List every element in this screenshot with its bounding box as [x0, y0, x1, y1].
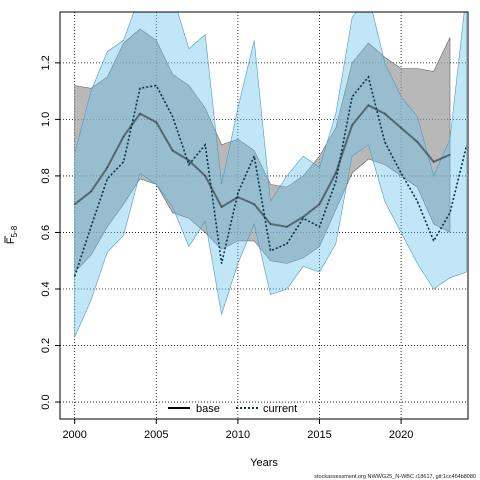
current-data-point	[90, 226, 92, 228]
base-data-point	[351, 124, 353, 126]
base-data-point	[237, 196, 239, 198]
current-data-point	[269, 250, 272, 252]
x-axis: 2000 2005 2010 2015 2020	[62, 419, 413, 441]
x-tick-label: 2015	[307, 429, 331, 441]
base-data-point	[384, 113, 386, 115]
current-data-point	[220, 262, 223, 265]
base-data-point	[269, 223, 272, 225]
base-data-point	[106, 166, 108, 169]
current-data-point	[204, 144, 206, 146]
base-data-point	[74, 203, 76, 205]
base-data-point	[433, 161, 435, 163]
base-data-point	[123, 135, 125, 137]
x-tick-label: 2000	[62, 429, 86, 441]
y-tick-label: 1.2	[40, 55, 52, 70]
footer-text: stockassessment.org NWWG25_N-WBC r18617,…	[314, 474, 476, 480]
base-data-point	[188, 159, 190, 161]
base-data-point	[416, 141, 419, 143]
legend: base current	[168, 403, 297, 415]
x-tick-label: 2020	[389, 429, 413, 441]
current-data-point	[172, 115, 174, 118]
current-data-point	[237, 192, 239, 194]
series-points	[74, 76, 467, 277]
legend-current-label: current	[263, 403, 297, 415]
plot-frame	[59, 11, 469, 420]
base-data-point	[155, 121, 157, 123]
current-data-point	[400, 172, 402, 174]
base-data-point	[302, 216, 304, 218]
base-data-point	[286, 226, 288, 228]
current-data-point	[139, 87, 141, 89]
current-data-point	[302, 217, 304, 219]
base-series-line	[74, 104, 451, 228]
base-data-point	[335, 172, 337, 174]
current-data-point	[449, 212, 451, 214]
y-axis-label: F5-8	[4, 225, 19, 244]
y-tick-label: 0.4	[40, 281, 52, 296]
y-tick-label: 0.6	[40, 225, 52, 240]
y-tick-label: 0.0	[40, 394, 52, 409]
x-tick-label: 2005	[144, 429, 168, 441]
current-data-point	[433, 240, 435, 242]
base-data-point	[318, 203, 321, 205]
y-axis: 0.0 0.2 0.4 0.6 0.8 1.0 1.2	[40, 55, 60, 410]
current-data-point	[286, 243, 288, 245]
svg-text:F5-8: F5-8	[5, 225, 19, 244]
current-data-point	[335, 180, 337, 183]
current-data-point	[351, 96, 353, 98]
current-data-point	[465, 145, 467, 147]
current-data-point	[253, 155, 255, 157]
current-data-point	[416, 200, 419, 202]
legend-base-label: base	[196, 403, 220, 415]
current-data-point	[188, 164, 190, 166]
base-data-point	[253, 203, 255, 205]
base-data-point	[90, 190, 92, 193]
current-data-point	[367, 76, 370, 78]
current-data-point	[155, 84, 157, 87]
current-data-point	[106, 178, 108, 180]
y-tick-label: 0.2	[40, 338, 52, 353]
base-confidence-band	[74, 28, 451, 273]
y-tick-label: 0.8	[40, 168, 52, 183]
base-data-point	[449, 154, 451, 156]
current-data-point	[123, 161, 125, 163]
y-axis-label-main: F	[5, 237, 17, 244]
y-axis-label-sub: 5-8	[10, 225, 19, 237]
current-confidence-band	[74, 12, 467, 338]
base-data-point	[400, 127, 402, 129]
base-data-point	[172, 149, 174, 152]
current-data-point	[318, 226, 321, 228]
base-data-point	[204, 175, 206, 177]
current-data-point	[74, 275, 76, 277]
x-tick-label: 2010	[226, 429, 250, 441]
base-data-point	[367, 104, 370, 106]
base-data-point	[220, 206, 223, 208]
current-data-point	[384, 141, 386, 143]
y-tick-label: 1.0	[40, 112, 52, 127]
base-data-point	[139, 113, 141, 115]
x-axis-label: Years	[250, 457, 278, 469]
